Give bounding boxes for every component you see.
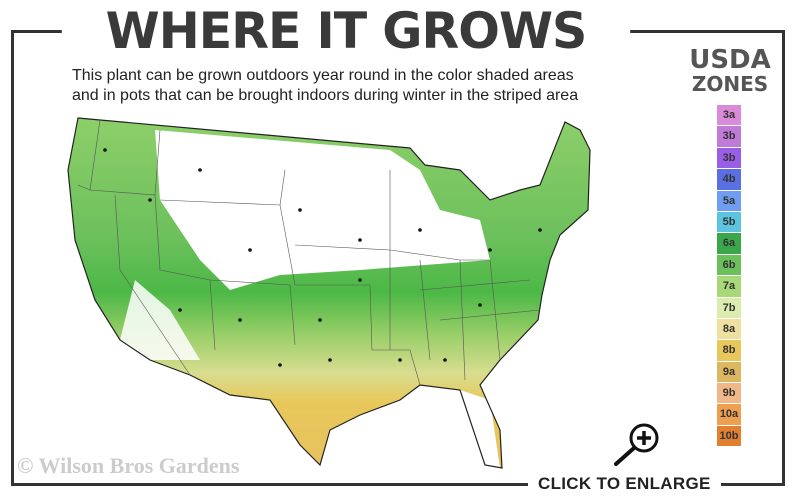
legend-zone-4b: 4b [717,169,741,191]
usa-hardiness-map[interactable] [60,110,620,475]
subtitle: This plant can be grown outdoors year ro… [72,66,632,106]
subtitle-line-2: and in pots that can be brought indoors … [72,87,579,104]
legend-zone-9b: 9b [717,383,741,405]
unshaded-region-florida [460,390,500,468]
legend-zone-8a: 8a [717,318,741,341]
legend-zone-10b: 10b [717,425,741,448]
page-title: WHERE IT GROWS [61,2,631,60]
legend-zone-8b: 8b [717,340,741,362]
legend-zone-5a: 5a [717,190,741,212]
state-borders [77,119,541,386]
legend-title-usda: USDA [689,45,771,75]
legend-zone-3b: 3b [717,126,741,148]
legend-zone-6b: 6b [717,254,741,277]
legend-zone-5b: 5b [717,211,741,234]
subtitle-line-1: This plant can be grown outdoors year ro… [72,67,574,84]
unshaded-region-north [155,130,490,290]
legend-zone-7b: 7b [717,297,741,319]
legend-zone-3b: 3b [717,147,741,170]
legend-zone-10a: 10a [717,404,741,426]
zone-legend: 3a 3b 3b 4b 5a 5b 6a 6b 7a 7b 8a 8b 9a 9b 10a 10b [717,105,741,448]
legend-zone-3a: 3a [717,105,741,127]
legend-title-zones: ZONES [691,72,769,96]
legend-zone-6a: 6a [717,233,741,255]
legend-zone-9a: 9a [717,361,741,384]
click-to-enlarge-button[interactable]: CLICK TO ENLARGE [528,474,721,494]
copyright-watermark: © Wilson Bros Gardens [17,453,240,478]
city-markers [103,148,542,367]
zoom-in-icon[interactable] [608,420,664,468]
legend-zone-7a: 7a [717,276,741,298]
legend-title: USDA ZONES [680,45,780,96]
